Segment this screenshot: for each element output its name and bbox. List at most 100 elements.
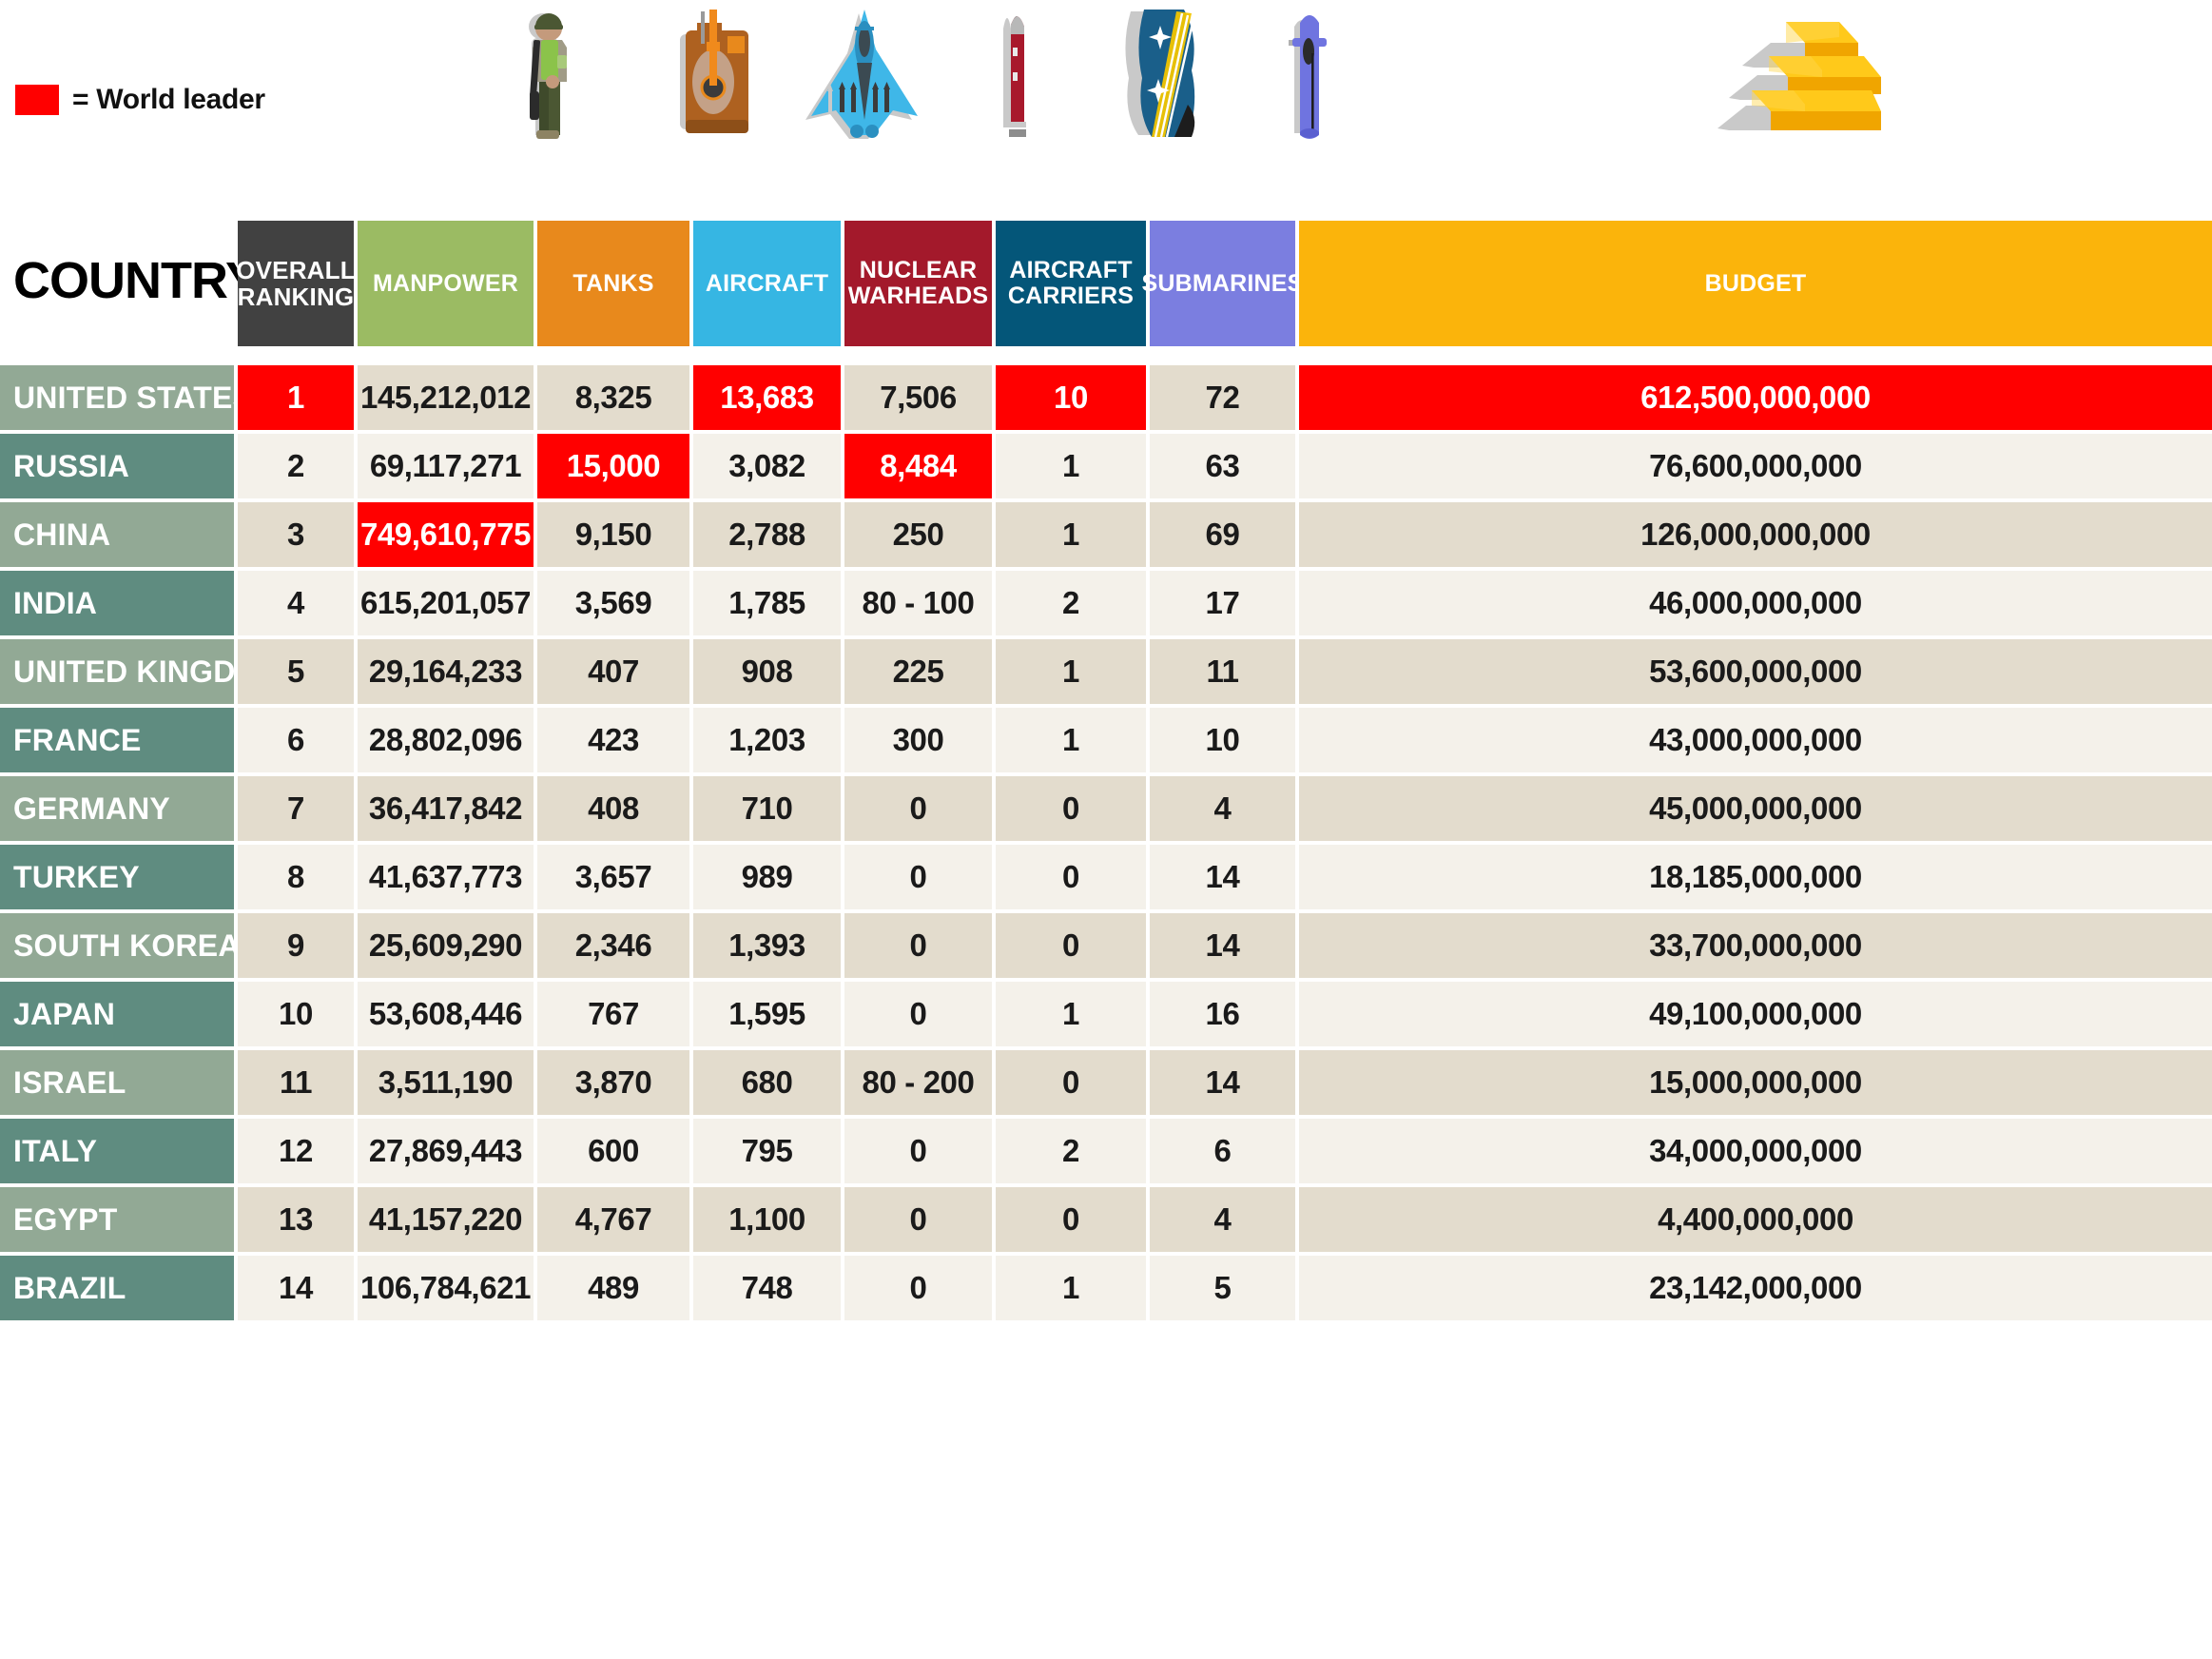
cell-aircraft: 680 bbox=[693, 1050, 841, 1115]
table-row[interactable]: UNITED KINGDOM 5 29,164,233 407 908 225 1 11 53,… bbox=[0, 639, 2212, 704]
cell-submarines: 16 bbox=[1150, 982, 1295, 1046]
cell-overall-ranking: 2 bbox=[238, 434, 354, 498]
legend-color-swatch bbox=[15, 85, 59, 115]
cell-tanks: 408 bbox=[537, 776, 689, 841]
legend-label: = World leader bbox=[72, 84, 265, 115]
cell-budget: 126,000,000,000 bbox=[1299, 502, 2212, 567]
cell-tanks: 767 bbox=[537, 982, 689, 1046]
cell-overall-ranking: 1 bbox=[238, 365, 354, 430]
cell-submarines: 4 bbox=[1150, 776, 1295, 841]
cell-aircraft: 748 bbox=[693, 1256, 841, 1320]
table-row[interactable]: INDIA 4 615,201,057 3,569 1,785 80 - 100 2 17 46… bbox=[0, 571, 2212, 635]
table-row[interactable]: CHINA 3 749,610,775 9,150 2,788 250 1 69 126,000… bbox=[0, 502, 2212, 567]
cell-manpower: 53,608,446 bbox=[358, 982, 534, 1046]
cell-tanks: 600 bbox=[537, 1119, 689, 1183]
cell-aircraft: 1,100 bbox=[693, 1187, 841, 1252]
military-strength-table: OVERALL RANKING MANPOWER TANKS AIRCRAFT N… bbox=[0, 221, 2212, 1324]
cell-budget: 76,600,000,000 bbox=[1299, 434, 2212, 498]
table-row[interactable]: RUSSIA 2 69,117,271 15,000 3,082 8,484 1 63 76,6… bbox=[0, 434, 2212, 498]
table-row[interactable]: BRAZIL 14 106,784,621 489 748 0 1 5 23,142,000,0… bbox=[0, 1256, 2212, 1320]
table-row[interactable]: ISRAEL 11 3,511,190 3,870 680 80 - 200 0 14 15,0… bbox=[0, 1050, 2212, 1115]
cell-overall-ranking: 10 bbox=[238, 982, 354, 1046]
cell-tanks: 3,569 bbox=[537, 571, 689, 635]
cell-nuclear-warheads: 80 - 100 bbox=[844, 571, 992, 635]
cell-aircraft-carriers: 1 bbox=[996, 708, 1146, 772]
header-aircraft-carriers[interactable]: AIRCRAFT CARRIERS bbox=[996, 221, 1146, 346]
cell-submarines: 11 bbox=[1150, 639, 1295, 704]
cell-submarines: 5 bbox=[1150, 1256, 1295, 1320]
cell-budget: 34,000,000,000 bbox=[1299, 1119, 2212, 1183]
cell-aircraft-carriers: 1 bbox=[996, 1256, 1146, 1320]
gold-bars-icon bbox=[1381, 0, 2212, 145]
table-row[interactable]: SOUTH KOREA 9 25,609,290 2,346 1,393 0 0 14 33,7… bbox=[0, 913, 2212, 978]
cell-aircraft: 989 bbox=[693, 845, 841, 909]
cell-budget: 46,000,000,000 bbox=[1299, 571, 2212, 635]
cell-submarines: 69 bbox=[1150, 502, 1295, 567]
cell-aircraft-carriers: 0 bbox=[996, 1050, 1146, 1115]
cell-country: CHINA bbox=[0, 502, 234, 567]
table-row[interactable]: EGYPT 13 41,157,220 4,767 1,100 0 0 4 4,400,000,… bbox=[0, 1187, 2212, 1252]
header-carrier-line2: CARRIERS bbox=[1007, 283, 1135, 309]
cell-aircraft: 1,785 bbox=[693, 571, 841, 635]
cell-country: FRANCE bbox=[0, 708, 234, 772]
cell-nuclear-warheads: 0 bbox=[844, 913, 992, 978]
cell-tanks: 407 bbox=[537, 639, 689, 704]
cell-manpower: 749,610,775 bbox=[358, 502, 534, 567]
cell-overall-ranking: 4 bbox=[238, 571, 354, 635]
cell-country: INDIA bbox=[0, 571, 234, 635]
header-submarines[interactable]: SUBMARINES bbox=[1141, 221, 1303, 346]
header-tanks[interactable]: TANKS bbox=[537, 221, 689, 346]
aircraft-carrier-icon bbox=[1085, 0, 1235, 145]
cell-aircraft: 908 bbox=[693, 639, 841, 704]
cell-aircraft-carriers: 2 bbox=[996, 571, 1146, 635]
table-header-row: OVERALL RANKING MANPOWER TANKS AIRCRAFT N… bbox=[0, 221, 2212, 346]
table-body: UNITED STATES 1 145,212,012 8,325 13,683 7,50… bbox=[0, 365, 2212, 1320]
header-nuclear-warheads[interactable]: NUCLEAR WARHEADS bbox=[844, 221, 992, 346]
cell-country: UNITED KINGDOM bbox=[0, 639, 284, 704]
cell-budget: 33,700,000,000 bbox=[1299, 913, 2212, 978]
cell-overall-ranking: 9 bbox=[238, 913, 354, 978]
header-manpower[interactable]: MANPOWER bbox=[358, 221, 534, 346]
soldier-icon bbox=[462, 0, 638, 145]
cell-aircraft: 1,595 bbox=[693, 982, 841, 1046]
cell-overall-ranking: 3 bbox=[238, 502, 354, 567]
table-row[interactable]: GERMANY 7 36,417,842 408 710 0 0 4 45,000,000,00… bbox=[0, 776, 2212, 841]
table-row[interactable]: FRANCE 6 28,802,096 423 1,203 300 1 10 43,000,00… bbox=[0, 708, 2212, 772]
cell-manpower: 3,511,190 bbox=[358, 1050, 534, 1115]
cell-overall-ranking: 14 bbox=[238, 1256, 354, 1320]
header-budget[interactable]: BUDGET bbox=[1299, 221, 2212, 346]
cell-nuclear-warheads: 7,506 bbox=[844, 365, 992, 430]
cell-tanks: 4,767 bbox=[537, 1187, 689, 1252]
table-row[interactable]: UNITED STATES 1 145,212,012 8,325 13,683 7,50… bbox=[0, 365, 2212, 430]
cell-budget: 49,100,000,000 bbox=[1299, 982, 2212, 1046]
cell-aircraft-carriers: 1 bbox=[996, 434, 1146, 498]
header-nuke-line1: NUCLEAR bbox=[859, 257, 978, 283]
cell-nuclear-warheads: 80 - 200 bbox=[844, 1050, 992, 1115]
table-row[interactable]: ITALY 12 27,869,443 600 795 0 2 6 34,000,000,000 bbox=[0, 1119, 2212, 1183]
cell-manpower: 25,609,290 bbox=[358, 913, 534, 978]
cell-aircraft-carriers: 0 bbox=[996, 913, 1146, 978]
header-aircraft[interactable]: AIRCRAFT bbox=[693, 221, 841, 346]
cell-aircraft-carriers: 1 bbox=[996, 639, 1146, 704]
cell-aircraft: 1,203 bbox=[693, 708, 841, 772]
cell-manpower: 41,637,773 bbox=[358, 845, 534, 909]
cell-budget: 612,500,000,000 bbox=[1299, 365, 2212, 430]
tank-icon bbox=[638, 0, 790, 145]
icon-strip bbox=[350, 0, 2212, 145]
table-row[interactable]: JAPAN 10 53,608,446 767 1,595 0 1 16 49,100,000,… bbox=[0, 982, 2212, 1046]
page-title: COUNTRY bbox=[13, 252, 260, 309]
table-row[interactable]: TURKEY 8 41,637,773 3,657 989 0 0 14 18,185,000,… bbox=[0, 845, 2212, 909]
cell-tanks: 15,000 bbox=[537, 434, 689, 498]
cell-aircraft-carriers: 0 bbox=[996, 845, 1146, 909]
cell-nuclear-warheads: 0 bbox=[844, 776, 992, 841]
cell-overall-ranking: 7 bbox=[238, 776, 354, 841]
cell-aircraft-carriers: 0 bbox=[996, 776, 1146, 841]
submarine-icon bbox=[1235, 0, 1381, 145]
cell-aircraft-carriers: 1 bbox=[996, 982, 1146, 1046]
cell-submarines: 17 bbox=[1150, 571, 1295, 635]
cell-country: BRAZIL bbox=[0, 1256, 234, 1320]
header-overall-ranking[interactable]: OVERALL RANKING bbox=[236, 221, 356, 346]
cell-country: UNITED STATES bbox=[0, 365, 253, 430]
cell-budget: 43,000,000,000 bbox=[1299, 708, 2212, 772]
